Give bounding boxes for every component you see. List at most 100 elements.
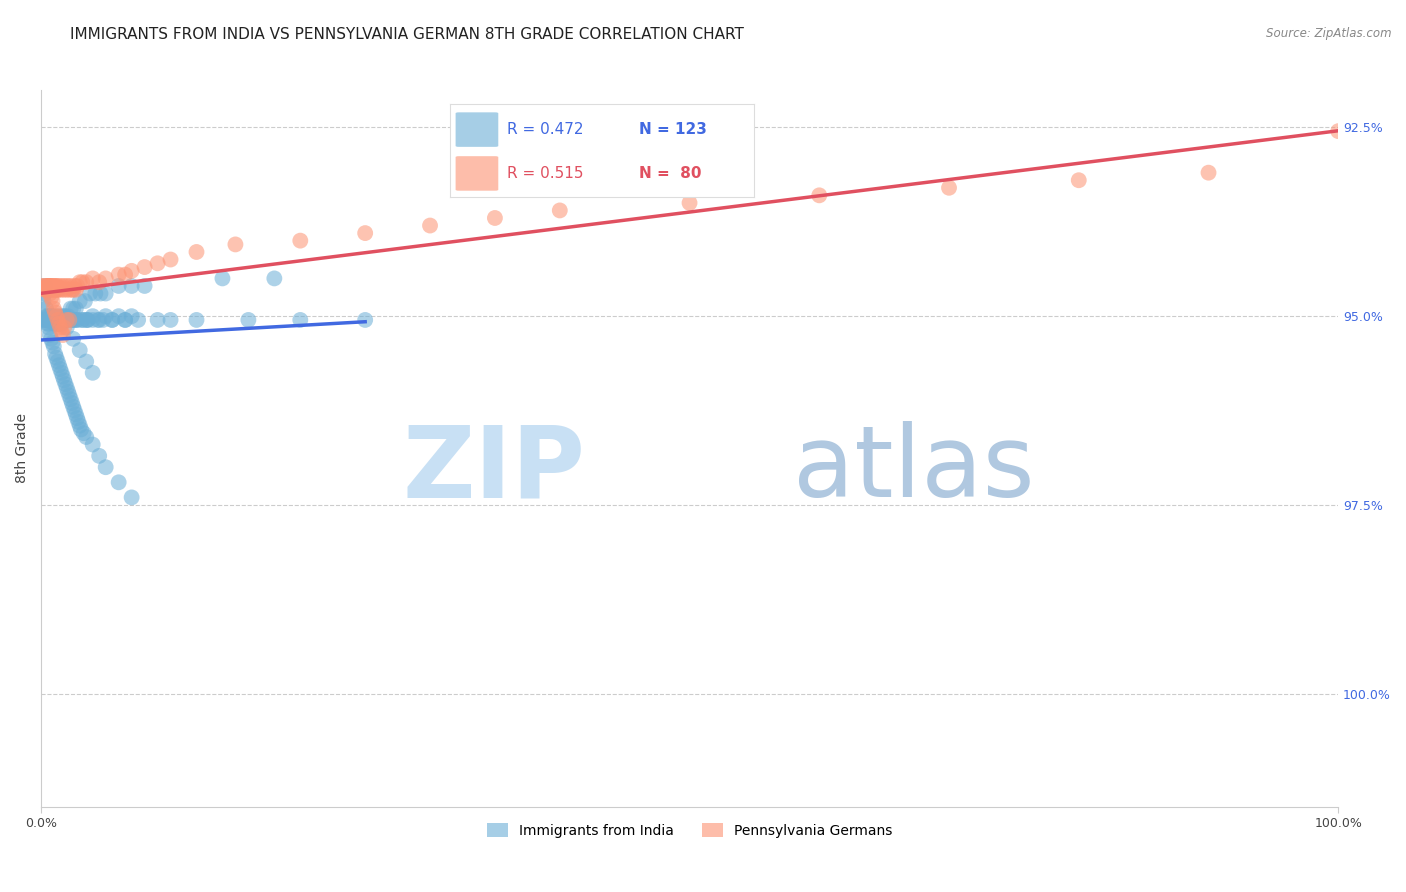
Point (46, 279, 69, 293)
Point (224, 237, 246, 252)
Point (127, 313, 149, 327)
Point (134, 279, 156, 293)
Point (121, 279, 143, 293)
Point (35, 313, 58, 327)
Point (44, 347, 66, 361)
Point (38, 279, 60, 293)
Point (72, 313, 94, 327)
Point (32, 294, 55, 309)
Point (65, 283, 87, 297)
Point (55, 313, 77, 327)
Point (53, 373, 76, 387)
Point (67, 415, 90, 429)
Point (46, 317, 69, 331)
Point (45, 317, 67, 331)
Point (159, 313, 181, 327)
Point (94, 271, 117, 285)
Point (35, 283, 58, 297)
Point (419, 219, 441, 233)
Point (34, 283, 56, 297)
Point (42, 339, 65, 353)
Point (44, 317, 66, 331)
Point (146, 313, 169, 327)
Point (134, 260, 156, 274)
Point (238, 313, 260, 327)
Point (35, 301, 58, 316)
Point (48, 317, 70, 331)
Point (31, 313, 53, 327)
Point (45, 309, 67, 323)
Point (1327, 124, 1350, 138)
Point (56, 309, 79, 323)
Point (94, 460, 117, 475)
Point (55, 381, 77, 395)
Point (53, 320, 76, 334)
Point (32, 279, 55, 293)
Text: ZIP: ZIP (404, 421, 586, 518)
Point (42, 283, 65, 297)
Text: Source: ZipAtlas.com: Source: ZipAtlas.com (1267, 27, 1392, 40)
Point (354, 313, 377, 327)
Point (62, 313, 84, 327)
Point (76, 313, 98, 327)
Point (72, 426, 94, 441)
Point (1198, 166, 1220, 180)
Point (73, 294, 96, 309)
Point (37, 279, 59, 293)
Point (49, 279, 72, 293)
Point (89, 275, 111, 289)
Point (51, 317, 73, 331)
Point (51, 309, 73, 323)
Point (37, 279, 59, 293)
Point (56, 279, 79, 293)
Point (66, 313, 89, 327)
Point (45, 279, 67, 293)
Point (290, 313, 312, 327)
Point (44, 305, 66, 319)
Point (48, 358, 70, 372)
Point (48, 283, 70, 297)
Point (41, 294, 63, 309)
Point (91, 313, 114, 327)
Point (55, 377, 77, 392)
Point (101, 313, 124, 327)
Point (62, 400, 84, 414)
Point (63, 313, 86, 327)
Point (37, 317, 59, 331)
Y-axis label: 8th Grade: 8th Grade (15, 413, 30, 483)
Point (82, 437, 104, 451)
Point (51, 324, 73, 338)
Point (107, 279, 129, 293)
Point (42, 279, 65, 293)
Point (121, 264, 143, 278)
Point (114, 268, 136, 282)
Point (49, 313, 72, 327)
Point (37, 279, 59, 293)
Point (39, 290, 62, 304)
Point (89, 286, 111, 301)
Point (37, 313, 59, 327)
Point (484, 211, 506, 225)
Point (38, 313, 60, 327)
Point (38, 283, 60, 297)
Point (38, 328, 60, 343)
Point (63, 279, 86, 293)
Point (69, 418, 91, 433)
Point (38, 317, 60, 331)
Point (60, 313, 83, 327)
Point (48, 317, 70, 331)
Point (114, 313, 136, 327)
Point (44, 279, 66, 293)
Point (211, 271, 233, 285)
Point (42, 317, 65, 331)
Point (65, 408, 87, 422)
Point (38, 313, 60, 327)
Point (38, 320, 60, 334)
Point (34, 279, 56, 293)
Point (62, 283, 84, 297)
Point (41, 309, 63, 323)
Point (75, 275, 97, 289)
Point (548, 203, 571, 218)
Point (107, 309, 129, 323)
Point (60, 283, 83, 297)
